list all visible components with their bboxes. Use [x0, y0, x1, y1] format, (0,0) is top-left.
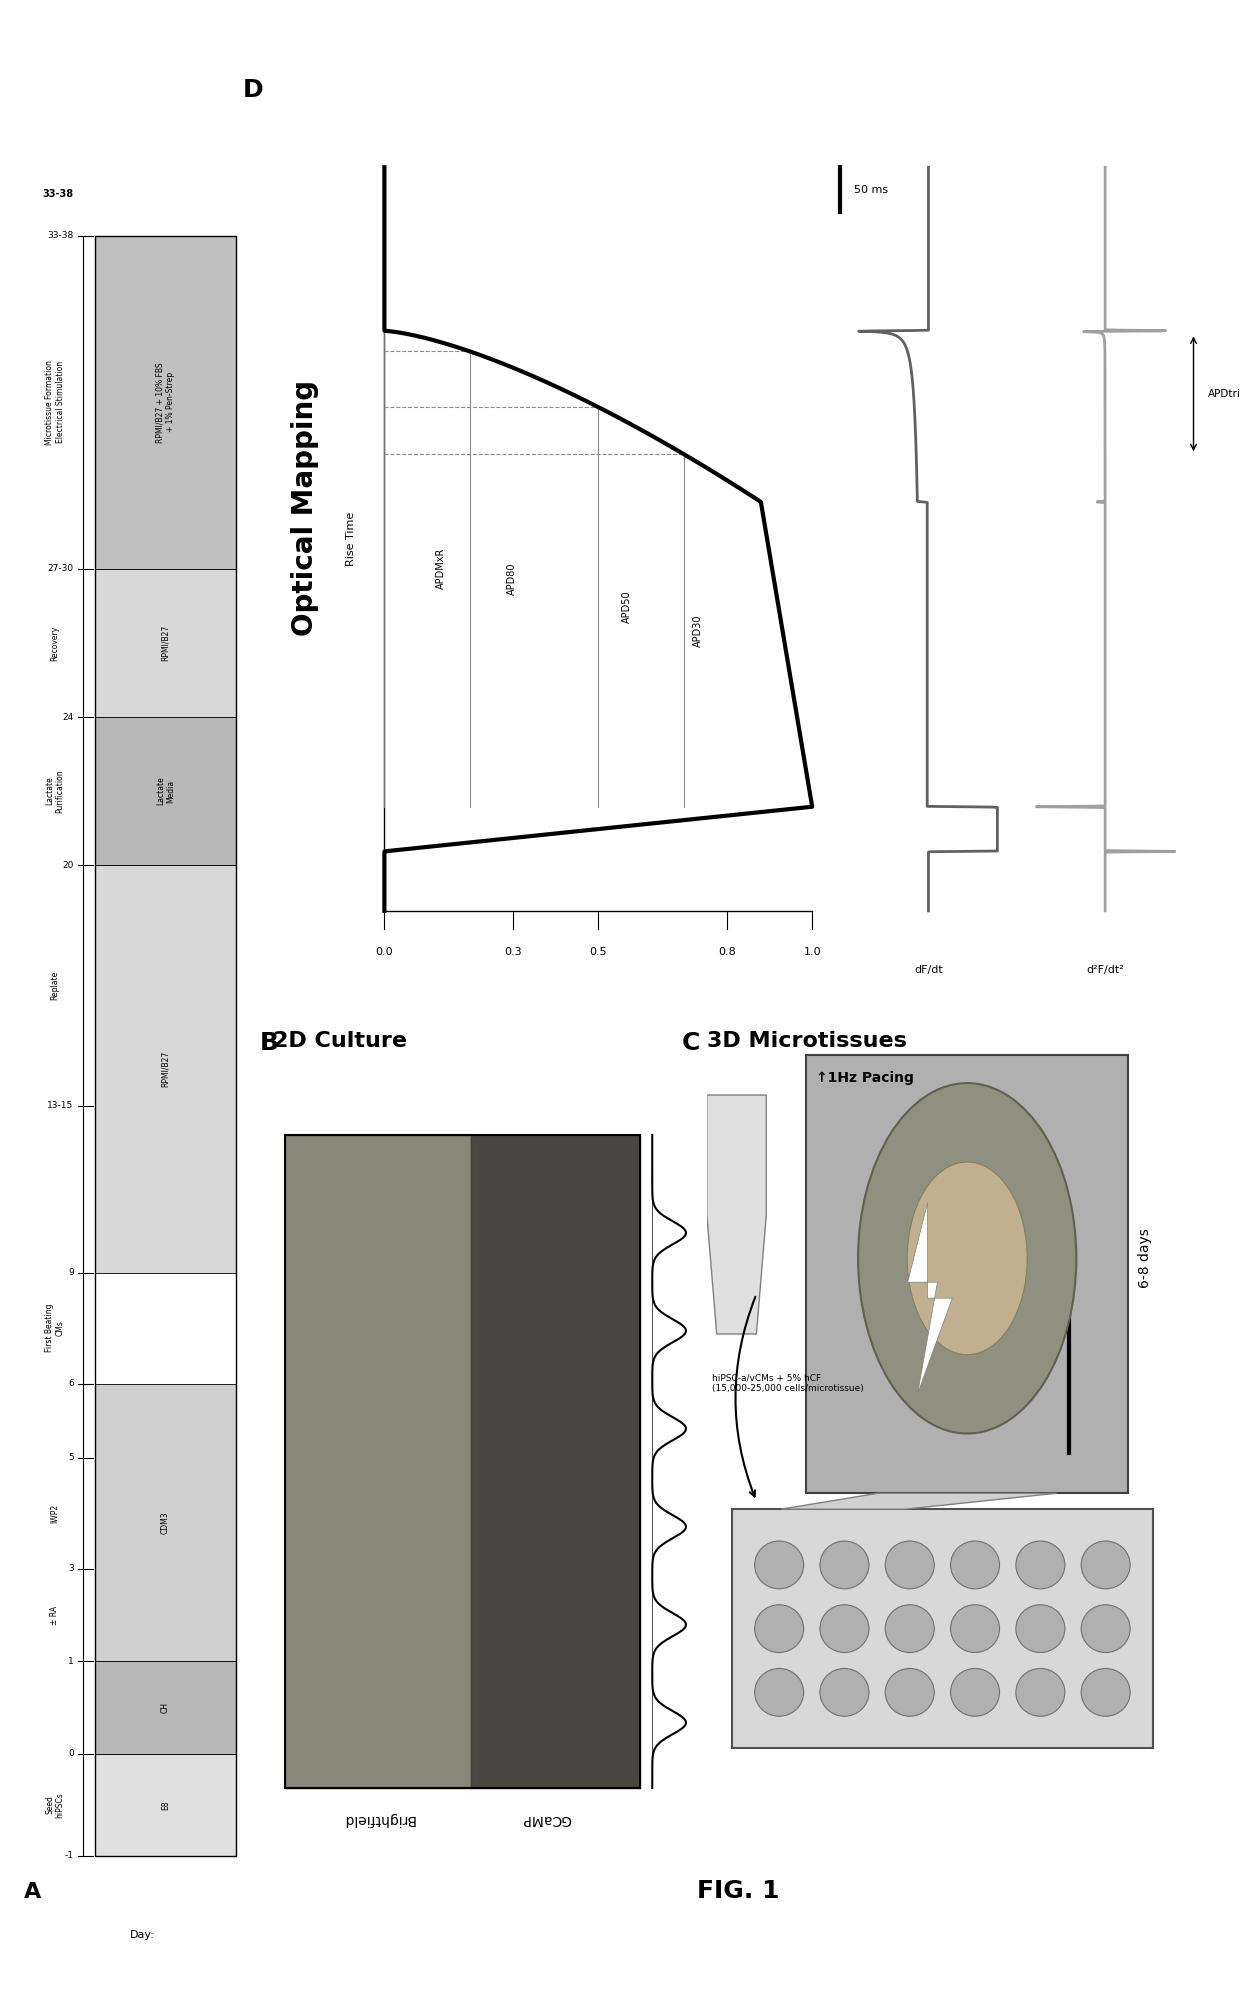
Ellipse shape: [1016, 1605, 1065, 1653]
Text: Rise Time: Rise Time: [346, 512, 357, 565]
Ellipse shape: [1016, 1541, 1065, 1589]
Ellipse shape: [951, 1668, 999, 1716]
Text: 0.8: 0.8: [718, 948, 735, 958]
Circle shape: [858, 1083, 1076, 1434]
Ellipse shape: [885, 1605, 934, 1653]
Text: Lactate
Purification: Lactate Purification: [45, 769, 64, 812]
Bar: [806, 1055, 1128, 1493]
Text: 33-38: 33-38: [47, 231, 73, 241]
Text: 6-8 days: 6-8 days: [1138, 1228, 1152, 1288]
Text: RPMI/B27: RPMI/B27: [161, 625, 170, 661]
Ellipse shape: [820, 1668, 869, 1716]
Text: E8: E8: [161, 1800, 170, 1810]
Ellipse shape: [1081, 1668, 1130, 1716]
Text: 0: 0: [68, 1750, 73, 1758]
Text: hiPSC-a/vCMs + 5% hCF
(15,000-25,000 cells/microtissue): hiPSC-a/vCMs + 5% hCF (15,000-25,000 cel…: [712, 1374, 863, 1394]
Text: 24: 24: [62, 713, 73, 721]
Text: D: D: [243, 78, 263, 102]
Text: 13-15: 13-15: [47, 1101, 73, 1111]
Text: CDM3: CDM3: [161, 1511, 170, 1533]
Text: IWP2: IWP2: [51, 1503, 60, 1523]
Bar: [94, 1660, 236, 1754]
Text: APDtri: APDtri: [1208, 388, 1240, 398]
Text: 3: 3: [68, 1565, 73, 1573]
Text: Brightfield: Brightfield: [342, 1812, 414, 1826]
Ellipse shape: [1081, 1541, 1130, 1589]
Text: Day:: Day:: [129, 1929, 155, 1939]
Bar: [94, 235, 236, 569]
Text: RPMI/B27: RPMI/B27: [161, 1051, 170, 1087]
Text: 1.0: 1.0: [804, 948, 821, 958]
Text: 33-38: 33-38: [42, 189, 73, 199]
Text: 2D Culture: 2D Culture: [273, 1031, 407, 1051]
Text: ↑1Hz Pacing: ↑1Hz Pacing: [816, 1071, 914, 1085]
Text: 0.3: 0.3: [503, 948, 522, 958]
Text: Optical Mapping: Optical Mapping: [291, 380, 320, 635]
Text: 6: 6: [68, 1380, 73, 1388]
Text: d²F/dt²: d²F/dt²: [1086, 964, 1123, 976]
Ellipse shape: [1016, 1668, 1065, 1716]
Text: C: C: [682, 1031, 701, 1055]
Text: 0.5: 0.5: [589, 948, 608, 958]
Text: 20: 20: [62, 860, 73, 870]
Text: First Beating
CMs: First Beating CMs: [45, 1304, 64, 1352]
Bar: [285, 1135, 640, 1788]
Ellipse shape: [820, 1541, 869, 1589]
Text: Seed
hiPSCs: Seed hiPSCs: [45, 1792, 64, 1818]
Text: APD50: APD50: [621, 591, 631, 623]
Text: APD30: APD30: [693, 613, 703, 647]
Ellipse shape: [755, 1605, 804, 1653]
Bar: [732, 1509, 1153, 1748]
Text: 3D Microtissues: 3D Microtissues: [707, 1031, 906, 1051]
Text: FIG. 1: FIG. 1: [697, 1880, 779, 1903]
Ellipse shape: [951, 1541, 999, 1589]
Circle shape: [908, 1163, 1027, 1354]
Text: 9: 9: [68, 1268, 73, 1276]
Text: GCaMP: GCaMP: [522, 1812, 572, 1826]
Bar: [471, 1135, 640, 1788]
Text: -1: -1: [64, 1852, 73, 1860]
Text: 0.0: 0.0: [376, 948, 393, 958]
Text: 27-30: 27-30: [47, 563, 73, 573]
Bar: [94, 866, 236, 1272]
Polygon shape: [908, 1203, 952, 1394]
Bar: [94, 717, 236, 866]
Text: Recovery: Recovery: [51, 625, 60, 661]
Bar: [94, 569, 236, 717]
Ellipse shape: [820, 1605, 869, 1653]
Text: Microtissue Formation
Electrical Stimulation: Microtissue Formation Electrical Stimula…: [45, 360, 64, 444]
Ellipse shape: [885, 1668, 934, 1716]
Polygon shape: [707, 1095, 766, 1334]
Text: CH: CH: [161, 1702, 170, 1712]
Polygon shape: [781, 1493, 1056, 1509]
Bar: [94, 1384, 236, 1660]
Text: 1: 1: [68, 1657, 73, 1666]
Bar: [94, 1754, 236, 1856]
Text: Replate: Replate: [51, 972, 60, 999]
Bar: [285, 1135, 471, 1788]
Text: dF/dt: dF/dt: [914, 964, 942, 976]
Text: APD80: APD80: [507, 563, 517, 595]
Text: 5: 5: [68, 1453, 73, 1461]
Text: A: A: [25, 1881, 41, 1901]
Text: B: B: [260, 1031, 279, 1055]
Text: ± RA: ± RA: [51, 1605, 60, 1625]
Bar: [94, 235, 236, 1856]
Ellipse shape: [951, 1605, 999, 1653]
Ellipse shape: [885, 1541, 934, 1589]
Text: Lactate
Media: Lactate Media: [156, 776, 175, 806]
Text: RPMI/B27 + 10% FBS
+ 1% Pen-Strep: RPMI/B27 + 10% FBS + 1% Pen-Strep: [156, 362, 175, 442]
Text: APDMxR: APDMxR: [435, 548, 445, 589]
Ellipse shape: [1081, 1605, 1130, 1653]
Ellipse shape: [755, 1668, 804, 1716]
Ellipse shape: [755, 1541, 804, 1589]
Text: 50 ms: 50 ms: [854, 185, 888, 195]
